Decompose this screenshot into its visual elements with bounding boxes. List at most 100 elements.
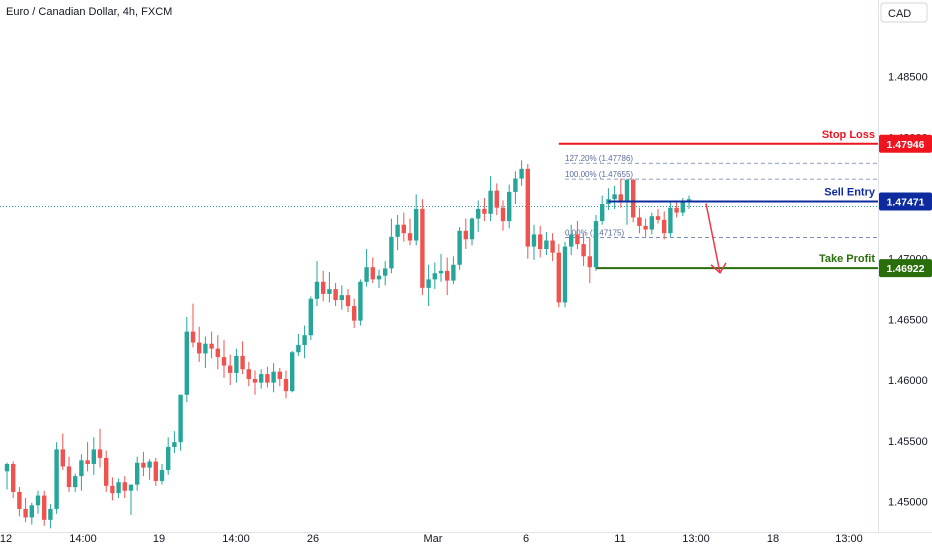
candle-body (60, 449, 65, 467)
stop-loss-price-tag[interactable] (879, 134, 932, 153)
time-tick-label: 26 (307, 533, 319, 545)
candle-body (556, 252, 561, 303)
candle-body (476, 208, 481, 219)
time-tick-label: 13:00 (682, 533, 710, 545)
candle-body (141, 462, 146, 468)
candle-body (11, 463, 16, 492)
candle-body (587, 256, 592, 268)
candle-body (618, 194, 623, 202)
candle-body (420, 208, 425, 288)
candle-body (637, 217, 642, 226)
candle-body (600, 204, 605, 222)
stop-loss-price-tag-text: 1.47946 (887, 139, 925, 151)
take-profit-price-tag[interactable] (879, 259, 932, 278)
candle-body (575, 234, 580, 245)
fib-level-label: 100.00% (1.47655) (565, 170, 633, 179)
candle-body (525, 168, 530, 247)
candle-body (327, 289, 332, 294)
time-tick-label: 19 (153, 533, 165, 545)
candle-body (562, 246, 568, 303)
candle-body (680, 201, 685, 213)
candle-body (519, 168, 524, 179)
trade-levels[interactable]: Stop Loss 1.47946 Sell Entry 1.47471 Take Pr… (558, 129, 932, 278)
candle-body (110, 485, 115, 494)
currency-button[interactable] (880, 2, 928, 23)
candle-body (252, 378, 258, 383)
take-profit-price-tag-text: 1.46922 (887, 263, 925, 275)
candle-body (655, 216, 661, 220)
candle-body (153, 461, 158, 481)
candle-body (538, 234, 543, 249)
candle-body (333, 289, 338, 301)
candle-body (674, 207, 679, 213)
candle-body (550, 240, 555, 253)
candle-body (445, 270, 450, 281)
candle-body (624, 179, 630, 202)
candle-body (190, 331, 196, 343)
candle-body (135, 462, 140, 485)
price-tick-label: 1.48500 (888, 72, 928, 84)
candle-body (494, 190, 499, 208)
time-axis[interactable]: 12 14:00 19 14:00 26 Mar 6 11 13:00 18 13:00 (0, 533, 863, 545)
candle-body (228, 365, 233, 373)
candle-body (463, 230, 468, 240)
candle-body (73, 476, 78, 488)
arrow-head (710, 262, 727, 275)
candle-body (283, 378, 289, 392)
candle-body (358, 281, 363, 321)
candle-body (407, 233, 413, 241)
candle-body (23, 508, 28, 518)
down-arrow-annotation[interactable] (705, 203, 727, 275)
candle-body (277, 371, 282, 379)
candle-body (265, 374, 270, 383)
time-tick-label: 18 (767, 533, 779, 545)
candle-body (569, 234, 574, 247)
candle-body (345, 295, 351, 307)
fib-level-label: 127.20% (1.47786) (565, 154, 633, 163)
time-tick-label: 12 (0, 533, 12, 545)
time-tick-label: 11 (614, 533, 625, 545)
candle-body (488, 190, 493, 214)
sell-entry-price-tag-text: 1.47471 (887, 197, 925, 209)
candle-body (184, 331, 189, 395)
candle-body (631, 179, 636, 218)
candle-body (401, 224, 406, 234)
candle-body (339, 295, 344, 301)
candle-body (389, 236, 394, 269)
candle-body (544, 240, 549, 249)
candle-body (302, 335, 307, 345)
sell-entry-price-tag[interactable] (879, 192, 932, 211)
candle-body (308, 298, 313, 336)
sell-entry-label: Sell Entry (824, 187, 876, 199)
candle-body (469, 218, 475, 240)
time-tick-label: 13:00 (835, 533, 863, 545)
candle-body (215, 348, 220, 358)
candle-body (314, 281, 320, 299)
candle-body (271, 371, 276, 383)
candle-body (29, 505, 34, 518)
time-tick-label: Mar (424, 533, 443, 545)
candle-body (172, 442, 177, 447)
candle-body (451, 264, 456, 281)
arrow-shaft (705, 203, 721, 274)
candle-body (240, 355, 245, 370)
candle-body (352, 306, 357, 321)
candle-body (54, 449, 59, 509)
candle-body (482, 208, 487, 214)
time-tick-label: 14:00 (69, 533, 97, 545)
candle-body (166, 446, 171, 471)
candle-body (432, 273, 437, 280)
candle-body (457, 230, 462, 265)
candle-body (643, 225, 648, 230)
candlestick-series (4, 160, 692, 529)
price-tick-label: 1.46500 (888, 314, 928, 326)
candle-body (66, 466, 72, 488)
candle-body (383, 268, 388, 276)
candle-body (395, 224, 400, 237)
candle-body (209, 343, 214, 349)
candle-body (91, 449, 96, 464)
candle-body (662, 219, 667, 234)
price-tick-label: 1.46000 (888, 375, 928, 387)
candle-body (234, 355, 239, 373)
